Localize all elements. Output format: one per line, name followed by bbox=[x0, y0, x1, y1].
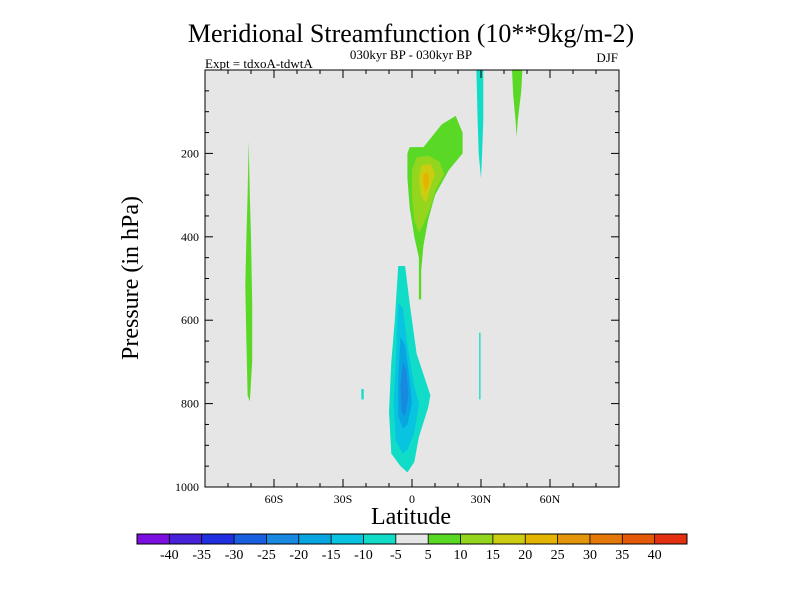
colorbar-label: 40 bbox=[648, 548, 662, 563]
colorbar-swatch bbox=[331, 534, 364, 544]
colorbar-swatch bbox=[395, 534, 429, 544]
colorbar-label: -5 bbox=[390, 548, 402, 563]
axis-ticks: 60S 30S 0 30N 60N 200 400 600 800 1000 bbox=[175, 70, 619, 506]
colorbar-label: -25 bbox=[257, 548, 276, 563]
colorbar-label: 35 bbox=[615, 548, 629, 563]
colorbar-swatch bbox=[525, 534, 558, 544]
midlatitude-45n-positive-cell bbox=[512, 70, 523, 137]
colorbar-label: -40 bbox=[160, 548, 179, 563]
colorbar-label: 5 bbox=[425, 548, 432, 563]
x-tick-label: 60N bbox=[540, 492, 561, 506]
colorbar-label: 15 bbox=[486, 548, 500, 563]
southern-subtropical-negative-dot bbox=[361, 389, 364, 400]
experiment-label: Expt = tdxoA-tdwtA bbox=[205, 56, 313, 71]
colorbar-frame bbox=[136, 533, 688, 545]
colorbar-swatch bbox=[654, 534, 688, 544]
colorbar-label: 25 bbox=[551, 548, 565, 563]
colorbar-swatch bbox=[492, 534, 526, 544]
y-axis-label: Pressure (in hPa) bbox=[118, 196, 144, 360]
x-tick-label: 60S bbox=[265, 492, 284, 506]
hadley-lower-negative-core-20 bbox=[400, 361, 409, 417]
colorbar-label: 10 bbox=[454, 548, 468, 563]
chart-title: Meridional Streamfunction (10**9kg/m-2) bbox=[188, 19, 634, 48]
colorbar-label: -15 bbox=[322, 548, 341, 563]
colorbar-swatch bbox=[557, 534, 591, 544]
x-axis-label: Latitude bbox=[371, 504, 451, 530]
colorbar-swatch bbox=[428, 534, 461, 544]
x-tick-label: 30N bbox=[471, 492, 492, 506]
colorbar-label: 20 bbox=[518, 548, 532, 563]
y-tick-label: 800 bbox=[181, 397, 199, 411]
colorbar-swatch bbox=[460, 534, 494, 544]
chart-subtitle: 030kyr BP - 030kyr BP bbox=[350, 47, 472, 62]
colorbar-label: 30 bbox=[583, 548, 597, 563]
colorbar-swatch bbox=[169, 534, 202, 544]
colorbar-swatch bbox=[266, 534, 300, 544]
tropical-30n-negative-strip bbox=[476, 70, 484, 179]
tropical-30n-lower-negative-line bbox=[479, 332, 481, 400]
x-tick-label: 0 bbox=[409, 492, 415, 506]
contour-layer bbox=[245, 70, 523, 473]
colorbar-swatch bbox=[137, 534, 170, 544]
colorbar-swatch bbox=[234, 534, 267, 544]
season-label: DJF bbox=[596, 50, 618, 65]
colorbar-label: -35 bbox=[192, 548, 211, 563]
y-tick-label: 600 bbox=[181, 313, 199, 327]
colorbar-swatch bbox=[363, 534, 397, 544]
colorbar-label: -20 bbox=[289, 548, 308, 563]
colorbar-swatch bbox=[201, 534, 235, 544]
tropical-upper-positive-core-20 bbox=[423, 172, 430, 192]
colorbar-swatch bbox=[298, 534, 332, 544]
colorbar-swatch bbox=[589, 534, 623, 544]
colorbar-swatch bbox=[622, 534, 655, 544]
y-tick-label: 1000 bbox=[175, 480, 199, 494]
x-tick-label: 30S bbox=[334, 492, 353, 506]
colorbar: -40 -35 -30 -25 -20 -15 -10 -5 5 10 15 20 25 30 35 40 bbox=[136, 533, 688, 563]
y-tick-label: 400 bbox=[181, 230, 199, 244]
southern-high-latitude-positive-cell bbox=[245, 140, 253, 402]
colorbar-label: -10 bbox=[354, 548, 373, 563]
y-tick-label: 200 bbox=[181, 146, 199, 160]
colorbar-label: -30 bbox=[225, 548, 244, 563]
